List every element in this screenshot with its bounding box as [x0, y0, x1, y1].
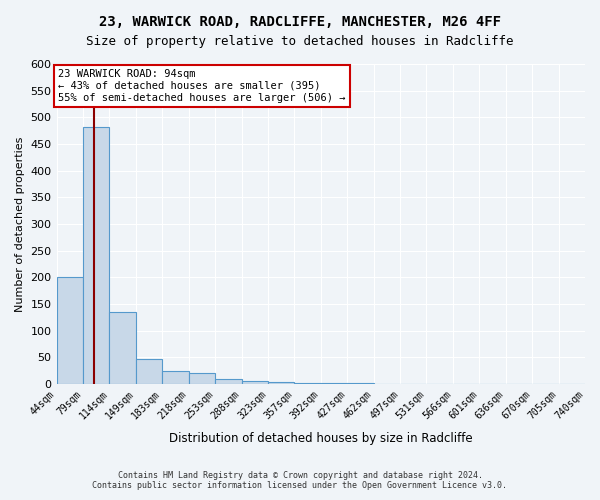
- Bar: [215, 378, 242, 384]
- Bar: [136, 360, 162, 384]
- Bar: [242, 382, 268, 384]
- Bar: [56, 277, 83, 384]
- Text: 23 WARWICK ROAD: 94sqm
← 43% of detached houses are smaller (395)
55% of semi-de: 23 WARWICK ROAD: 94sqm ← 43% of detached…: [58, 70, 346, 102]
- Bar: [295, 383, 321, 384]
- Bar: [188, 374, 215, 384]
- Bar: [109, 312, 136, 384]
- Bar: [162, 371, 188, 384]
- Bar: [83, 128, 109, 384]
- Y-axis label: Number of detached properties: Number of detached properties: [15, 136, 25, 312]
- X-axis label: Distribution of detached houses by size in Radcliffe: Distribution of detached houses by size …: [169, 432, 473, 445]
- Text: Contains HM Land Registry data © Crown copyright and database right 2024.
Contai: Contains HM Land Registry data © Crown c…: [92, 470, 508, 490]
- Text: 23, WARWICK ROAD, RADCLIFFE, MANCHESTER, M26 4FF: 23, WARWICK ROAD, RADCLIFFE, MANCHESTER,…: [99, 15, 501, 29]
- Text: Size of property relative to detached houses in Radcliffe: Size of property relative to detached ho…: [86, 35, 514, 48]
- Bar: [268, 382, 295, 384]
